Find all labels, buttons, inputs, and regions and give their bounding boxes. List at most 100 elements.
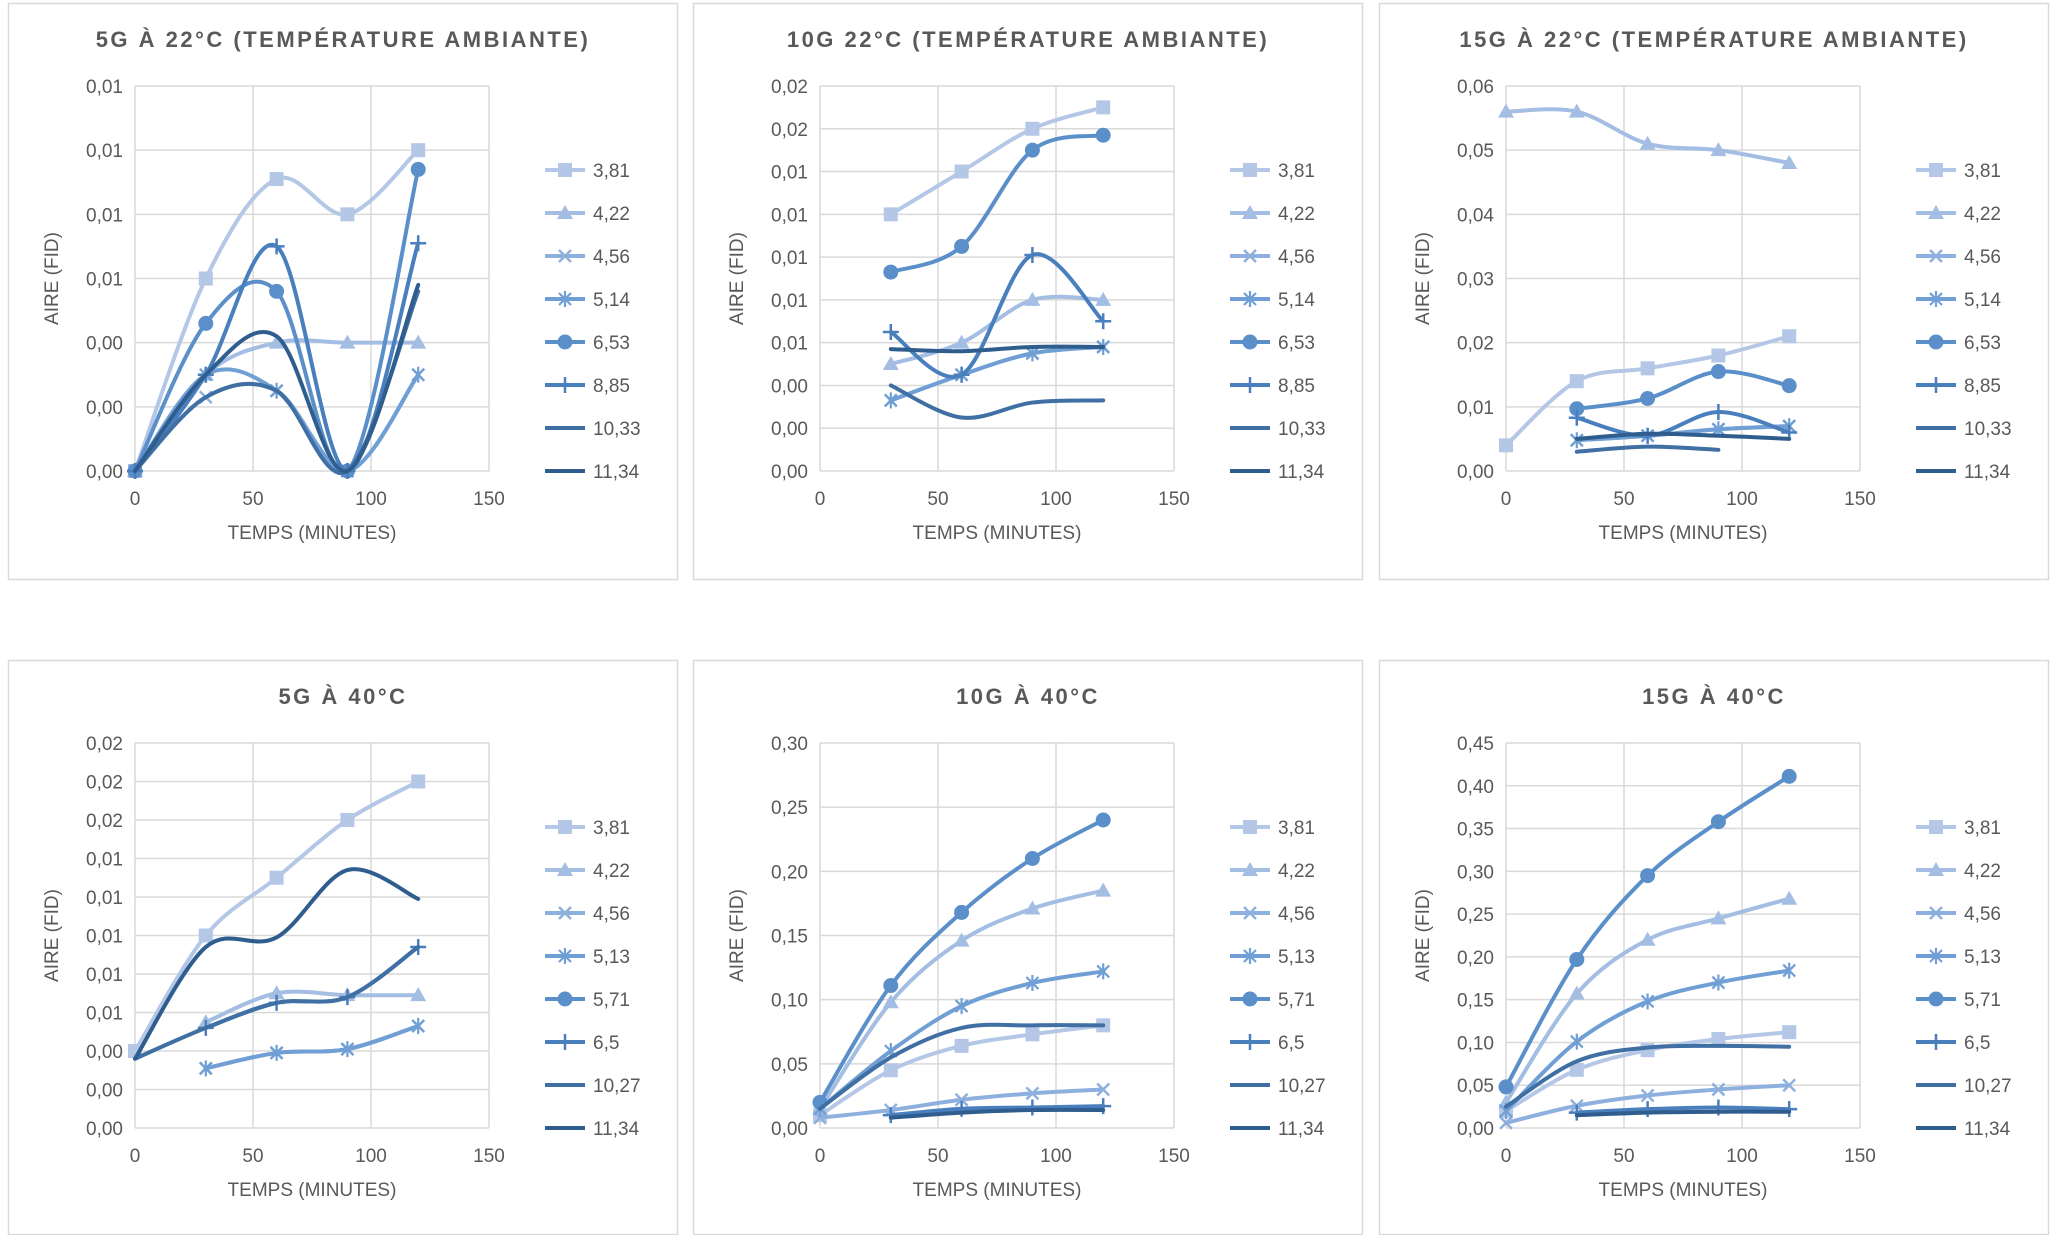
data-point-marker [1024,291,1041,306]
series-line [818,1022,1106,1111]
data-point-marker [1024,142,1040,158]
x-tick-label: 0 [815,1146,826,1167]
legend-label: 4,56 [593,904,630,925]
y-tick-label: 0,01 [86,965,123,986]
y-tick-label: 0,00 [86,1081,123,1102]
x-tick-label: 100 [1040,1146,1072,1167]
data-point-marker [882,994,899,1009]
legend-label: 5,71 [1964,990,2001,1011]
y-tick-label: 0,00 [771,462,808,483]
x-axis-label: TEMPS (MINUTES) [228,1180,397,1201]
y-tick-label: 0,10 [771,991,808,1012]
y-tick-label: 0,45 [1457,734,1494,755]
legend-entry: 11,34 [545,1119,640,1140]
data-point-marker [340,1041,355,1058]
y-tick-label: 0,00 [86,1042,123,1063]
legend-entry: 3,81 [545,818,630,839]
data-point-marker [558,948,572,964]
chart-frame [692,659,1364,1235]
x-tick-label: 50 [927,1146,948,1167]
y-tick-label: 0,25 [771,798,808,819]
data-point-marker [558,249,572,263]
chart-title: 10G À 40°C [956,684,1100,709]
data-point-marker [1569,401,1585,417]
legend-entry: 6,53 [545,333,630,354]
y-tick-label: 0,00 [771,419,808,440]
x-tick-label: 150 [473,1146,505,1167]
y-tick-label: 0,15 [1457,991,1494,1012]
y-tick-label: 0,02 [86,773,123,794]
data-point-marker [268,334,285,349]
x-tick-label: 50 [1613,489,1634,510]
legend-label: 6,5 [1278,1033,1304,1054]
series-line [888,105,1106,217]
y-axis-label: AIRE (FID) [1413,889,1434,982]
x-tick-label: 100 [1040,489,1072,510]
x-tick-label: 100 [355,1146,387,1167]
legend-label: 11,34 [593,1119,640,1140]
legend-label: 4,56 [1964,904,2001,925]
series-7 [888,383,1106,420]
y-axis-label: AIRE (FID) [42,889,63,982]
data-point-marker [954,1038,969,1053]
y-tick-label: 0,01 [771,248,808,269]
chart-title: 15G À 40°C [1642,684,1786,709]
x-tick-label: 150 [1844,1146,1876,1167]
data-point-marker [883,207,898,222]
legend-entry: 3,81 [545,161,630,182]
data-point-marker [1499,1115,1513,1130]
legend-entry: 4,22 [1230,861,1315,882]
data-point-marker [1929,820,1943,834]
data-point-marker [198,315,214,331]
series-2 [882,291,1112,371]
chart-frame [7,659,679,1235]
data-point-marker [1640,390,1656,406]
data-point-marker [1096,100,1111,115]
y-tick-label: 0,35 [1457,820,1494,841]
y-tick-label: 0,01 [86,888,123,909]
y-tick-label: 0,30 [1457,862,1494,883]
chart-panel: 10G À 40°C 0,00 0,05 0,10 0,15 0,20 0,25 0,30 0 5… [692,659,1364,1235]
y-axis-label: AIRE (FID) [727,889,748,982]
data-point-marker [558,906,572,920]
legend-label: 6,5 [1964,1033,1990,1054]
legend-label: 4,56 [1964,247,2001,268]
data-point-marker [1242,991,1258,1007]
x-tick-label: 150 [1158,489,1190,510]
data-point-marker [1711,974,1726,991]
legend-entry: 6,5 [1230,1033,1304,1054]
y-tick-label: 0,30 [771,734,808,755]
data-point-marker [1498,103,1514,118]
series-7 [1574,444,1721,454]
y-tick-label: 0,03 [1457,270,1494,291]
series-3 [1499,1078,1797,1130]
series-1 [1499,329,1797,453]
series-line [133,167,421,475]
data-point-marker [269,1044,284,1061]
legend-label: 4,22 [1964,861,2001,882]
legend-entry: 5,14 [1916,290,2001,311]
x-axis-label: TEMPS (MINUTES) [913,523,1082,544]
data-point-marker [1928,377,1944,393]
series-line [1504,1043,1792,1109]
y-tick-label: 0,02 [86,811,123,832]
y-tick-label: 0,04 [1457,205,1494,226]
data-point-marker [339,334,356,349]
series-7 [818,1022,1106,1111]
y-tick-label: 0,05 [1457,1076,1494,1097]
legend-entry: 5,71 [545,990,630,1011]
data-point-marker [1243,291,1257,307]
legend-label: 8,85 [1964,376,2001,397]
series-line [888,133,1106,275]
data-point-marker [1242,862,1258,876]
series-line [888,252,1106,379]
legend-label: 5,13 [593,947,630,968]
series-2 [1498,103,1798,169]
legend-label: 4,56 [1278,904,1315,925]
y-tick-label: 0,05 [771,1055,808,1076]
y-tick-label: 0,01 [86,77,123,98]
x-tick-label: 50 [927,489,948,510]
data-point-marker [1929,163,1943,177]
data-point-marker [1243,820,1257,834]
chart-panel: 15G À 22°C (TEMPÉRATURE AMBIANTE) 0,00 0,0… [1378,2,2050,581]
